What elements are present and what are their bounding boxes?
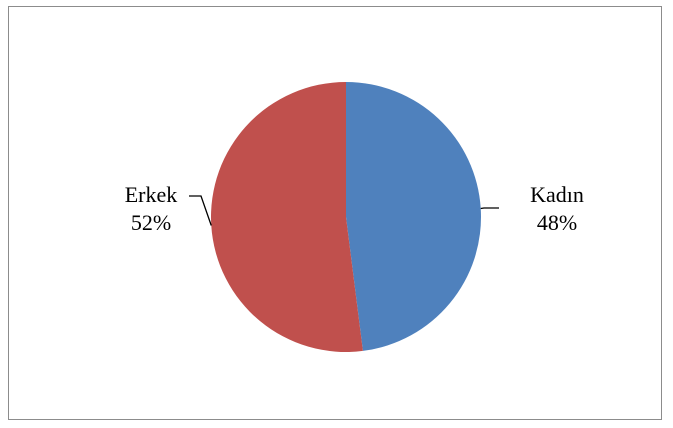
- pie-chart: Kadın 48% Erkek 52%: [125, 82, 584, 353]
- chart-area: Kadın 48% Erkek 52%: [8, 6, 662, 420]
- leader-line-1: [189, 195, 212, 226]
- slice-category-label: Erkek: [125, 182, 178, 207]
- pie-slice-erkek: [210, 82, 363, 353]
- slice-value-label: 52%: [131, 210, 171, 235]
- leader-line-0: [480, 207, 499, 210]
- slice-category-label: Kadın: [530, 182, 584, 207]
- pie-slice-kad-n: [346, 82, 481, 351]
- slice-value-label: 48%: [537, 210, 577, 235]
